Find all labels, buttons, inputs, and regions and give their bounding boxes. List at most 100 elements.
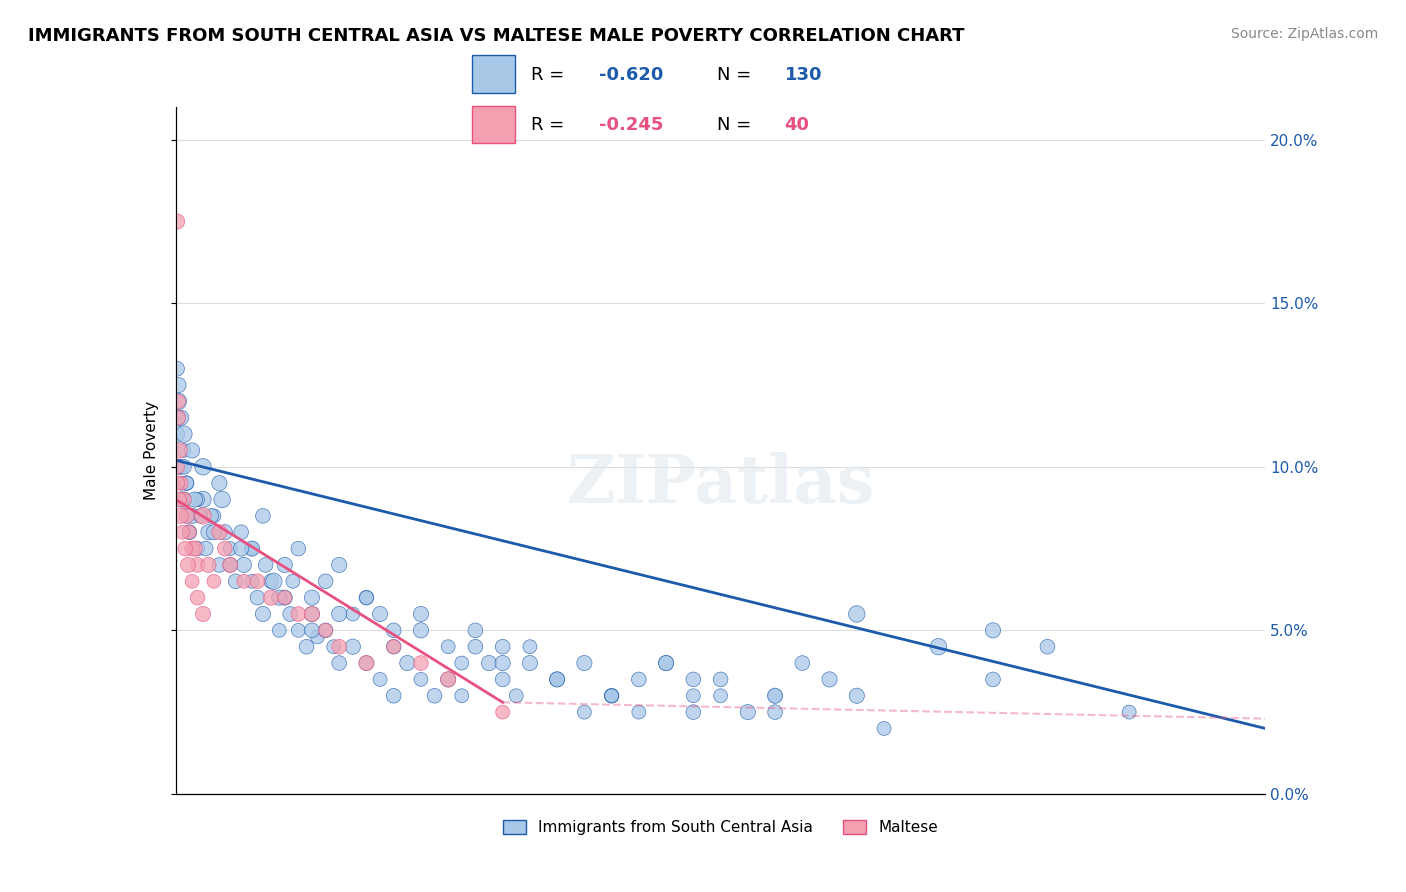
Point <box>818 673 841 687</box>
Point <box>269 591 291 605</box>
Point <box>981 673 1004 687</box>
Point <box>546 673 568 687</box>
Text: 130: 130 <box>785 66 823 84</box>
Point <box>232 574 254 589</box>
Point <box>478 656 501 670</box>
Point <box>181 541 204 556</box>
Point <box>260 574 283 589</box>
Point <box>423 689 446 703</box>
Point <box>328 640 350 654</box>
Point <box>219 541 242 556</box>
Point <box>170 476 193 491</box>
Point <box>186 558 209 572</box>
Point <box>519 640 541 654</box>
Point <box>315 624 337 638</box>
Point <box>682 689 704 703</box>
Y-axis label: Male Poverty: Male Poverty <box>143 401 159 500</box>
Point <box>254 558 277 572</box>
Point <box>240 574 263 589</box>
Point <box>167 492 190 507</box>
Point <box>307 630 329 644</box>
Point <box>368 607 391 621</box>
Point <box>274 558 297 572</box>
Point <box>627 673 650 687</box>
Text: -0.620: -0.620 <box>599 66 664 84</box>
Point <box>928 640 950 654</box>
Point <box>167 394 190 409</box>
Point <box>382 689 405 703</box>
Point <box>184 541 207 556</box>
Point <box>287 541 309 556</box>
Point <box>173 459 195 474</box>
Point <box>546 673 568 687</box>
Point <box>322 640 344 654</box>
Point <box>274 591 297 605</box>
Point <box>356 656 378 670</box>
Point <box>176 476 198 491</box>
Point <box>328 558 350 572</box>
Point <box>301 591 323 605</box>
Point <box>202 574 225 589</box>
Point <box>232 558 254 572</box>
Point <box>173 443 195 458</box>
Point <box>409 673 432 687</box>
Point <box>287 624 309 638</box>
Point <box>437 673 460 687</box>
Text: IMMIGRANTS FROM SOUTH CENTRAL ASIA VS MALTESE MALE POVERTY CORRELATION CHART: IMMIGRANTS FROM SOUTH CENTRAL ASIA VS MA… <box>28 27 965 45</box>
Point <box>246 574 269 589</box>
Point <box>165 427 187 442</box>
Point <box>170 492 193 507</box>
Point <box>287 607 309 621</box>
Point <box>409 607 432 621</box>
Point <box>170 476 193 491</box>
Point <box>177 558 200 572</box>
Point <box>437 673 460 687</box>
Point <box>710 689 733 703</box>
Point <box>191 492 214 507</box>
Point <box>186 591 209 605</box>
Point <box>219 558 242 572</box>
Point <box>682 673 704 687</box>
Bar <box>472 55 515 93</box>
Point <box>202 525 225 540</box>
Point <box>574 656 596 670</box>
Point <box>682 705 704 719</box>
Point <box>873 722 896 736</box>
Point <box>328 656 350 670</box>
Point <box>396 656 419 670</box>
Point <box>464 640 486 654</box>
Point <box>763 689 786 703</box>
Point <box>173 427 195 442</box>
Point <box>240 541 263 556</box>
Point <box>409 624 432 638</box>
Point <box>519 656 541 670</box>
Point <box>356 591 378 605</box>
Point <box>492 705 515 719</box>
Point <box>179 525 201 540</box>
Point <box>315 574 337 589</box>
Point <box>176 476 198 491</box>
Point <box>169 443 191 458</box>
Point <box>574 705 596 719</box>
Point <box>710 673 733 687</box>
Point <box>191 607 214 621</box>
Text: 40: 40 <box>785 116 810 134</box>
Point <box>214 525 236 540</box>
Point <box>627 705 650 719</box>
Point <box>301 607 323 621</box>
Point <box>214 541 236 556</box>
Point <box>188 508 211 523</box>
Point <box>342 607 364 621</box>
Point <box>295 640 318 654</box>
Point <box>186 541 209 556</box>
Text: N =: N = <box>717 66 756 84</box>
Point <box>240 541 263 556</box>
Point <box>191 459 214 474</box>
Point <box>301 607 323 621</box>
Point <box>200 508 222 523</box>
Point <box>181 574 204 589</box>
Point <box>600 689 623 703</box>
Point <box>845 607 868 621</box>
Point <box>382 624 405 638</box>
Point <box>274 591 297 605</box>
